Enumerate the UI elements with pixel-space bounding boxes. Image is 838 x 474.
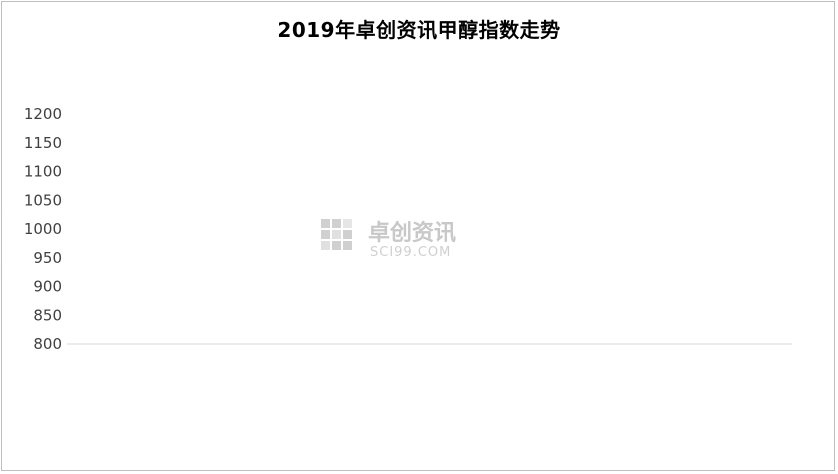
chart-title: 2019年卓创资讯甲醇指数走势	[277, 18, 561, 42]
y-tick-label: 1000	[24, 220, 62, 238]
y-tick-label: 1200	[24, 105, 62, 123]
watermark-logo: 卓创资讯 SCI99.COM	[321, 219, 456, 260]
y-tick-label: 800	[33, 335, 62, 353]
y-tick-label: 1100	[24, 163, 62, 181]
y-tick-label: 900	[33, 278, 62, 296]
y-tick-label: 1150	[24, 134, 62, 152]
svg-text:SCI99.COM: SCI99.COM	[370, 245, 451, 260]
y-tick-label: 950	[33, 249, 62, 267]
y-tick-label: 850	[33, 306, 62, 324]
y-tick-label: 1050	[24, 191, 62, 209]
x-axis: 2019/1/12019/1/82019/1/152019/1/222019/1…	[0, 0, 792, 345]
svg-text:卓创资讯: 卓创资讯	[368, 221, 456, 246]
y-axis: 800 850 900 950 1000 1050 1100 1150 1200	[24, 105, 62, 353]
